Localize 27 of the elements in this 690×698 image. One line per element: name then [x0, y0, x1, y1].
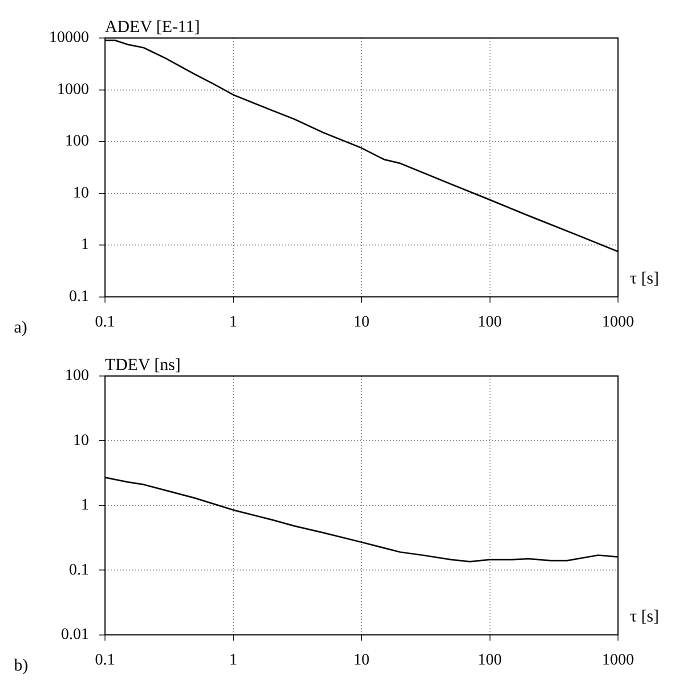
- y-tick-label: 0.1: [69, 288, 89, 306]
- x-tick-label: 0.1: [95, 652, 115, 669]
- y-axis-title: TDEV [ns]: [105, 354, 181, 374]
- x-axis-title: τ [s]: [630, 606, 660, 626]
- y-tick-label: 100: [65, 132, 89, 150]
- text: b): [14, 655, 28, 674]
- y-tick-label: 10: [73, 184, 89, 202]
- y-tick-label: 1000: [57, 80, 89, 98]
- y-axis-title: ADEV [E-11]: [105, 16, 200, 36]
- y-tick-label: 1: [81, 236, 89, 254]
- y-tick-label: 0.01: [61, 626, 89, 644]
- x-tick-label: 0.1: [95, 314, 115, 331]
- y-tick-label: 10000: [49, 29, 89, 46]
- text: a): [14, 317, 28, 336]
- x-tick-label: 1000: [602, 314, 634, 331]
- x-tick-label: 100: [478, 652, 502, 669]
- y-tick-label: 0.1: [69, 561, 89, 578]
- x-tick-label: 10: [354, 652, 370, 669]
- x-tick-label: 1: [229, 652, 238, 669]
- x-axis-title: τ [s]: [630, 268, 660, 288]
- y-tick-label: 100: [65, 367, 89, 384]
- y-tick-label: 1: [81, 496, 89, 514]
- x-tick-label: 1: [229, 314, 238, 331]
- y-tick-label: 10: [73, 432, 89, 449]
- x-tick-label: 1000: [602, 652, 634, 669]
- x-tick-label: 10: [354, 314, 370, 331]
- x-tick-label: 100: [478, 314, 502, 331]
